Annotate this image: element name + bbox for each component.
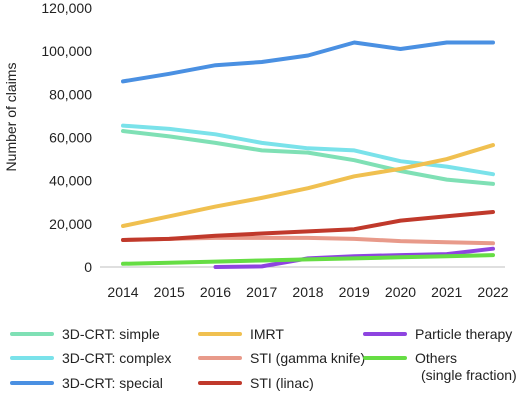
legend-label-line2: (single fraction) [421, 367, 517, 383]
legend-label: Particle therapy [415, 326, 512, 342]
x-tick-label: 2021 [431, 284, 462, 300]
series-line-imrt [121, 143, 495, 228]
x-tick-label: 2022 [477, 284, 508, 300]
x-tick-label: 2017 [246, 284, 277, 300]
y-tick-labels: 0 20,000 40,000 60,000 80,000 100,000 120,000 [41, 0, 92, 275]
legend-label: 3D-CRT: simple [62, 326, 160, 342]
y-tick-label: 0 [84, 259, 92, 275]
x-tick-label: 2018 [292, 284, 323, 300]
legend-label: 3D-CRT: special [62, 375, 163, 391]
series-line-3d-crt-special [121, 40, 495, 84]
legend: 3D-CRT: simple 3D-CRT: complex 3D-CRT: spe… [10, 326, 517, 391]
y-tick-label: 40,000 [49, 173, 92, 189]
x-tick-labels: 2014 2015 2016 2017 2018 2019 2020 2021 2022 [107, 284, 508, 300]
series-line-3d-crt-simple [121, 129, 495, 186]
y-tick-label: 60,000 [49, 130, 92, 146]
legend-item-3d-crt-special: 3D-CRT: special [10, 375, 163, 391]
legend-item-others: Others(single fraction) [363, 350, 517, 383]
x-tick-label: 2015 [154, 284, 185, 300]
legend-label: Others [415, 350, 457, 366]
legend-item-3d-crt-complex: 3D-CRT: complex [10, 350, 171, 366]
legend-item-particle-therapy: Particle therapy [363, 326, 512, 342]
y-axis-label: Number of claims [3, 63, 19, 172]
x-tick-label: 2020 [385, 284, 416, 300]
y-tick-label: 80,000 [49, 86, 92, 102]
legend-label: STI (gamma knife) [250, 350, 365, 366]
x-tick-label: 2019 [339, 284, 370, 300]
series-line-others [121, 253, 495, 266]
series-line-3d-crt-complex [121, 123, 495, 177]
series-lines [121, 40, 495, 269]
x-tick-label: 2016 [200, 284, 231, 300]
series-line-sti-linac [121, 210, 495, 242]
x-tick-label: 2014 [107, 284, 138, 300]
y-tick-label: 100,000 [41, 43, 92, 59]
legend-label: IMRT [250, 326, 284, 342]
legend-item-sti-linac: STI (linac) [198, 375, 314, 391]
legend-label: 3D-CRT: complex [62, 350, 171, 366]
legend-label: STI (linac) [250, 375, 314, 391]
y-tick-label: 120,000 [41, 0, 92, 16]
legend-item-sti-gamma-knife: STI (gamma knife) [198, 350, 365, 366]
legend-item-imrt: IMRT [198, 326, 284, 342]
y-tick-label: 20,000 [49, 216, 92, 232]
series-line-particle-therapy [213, 246, 495, 269]
legend-item-3d-crt-simple: 3D-CRT: simple [10, 326, 160, 342]
